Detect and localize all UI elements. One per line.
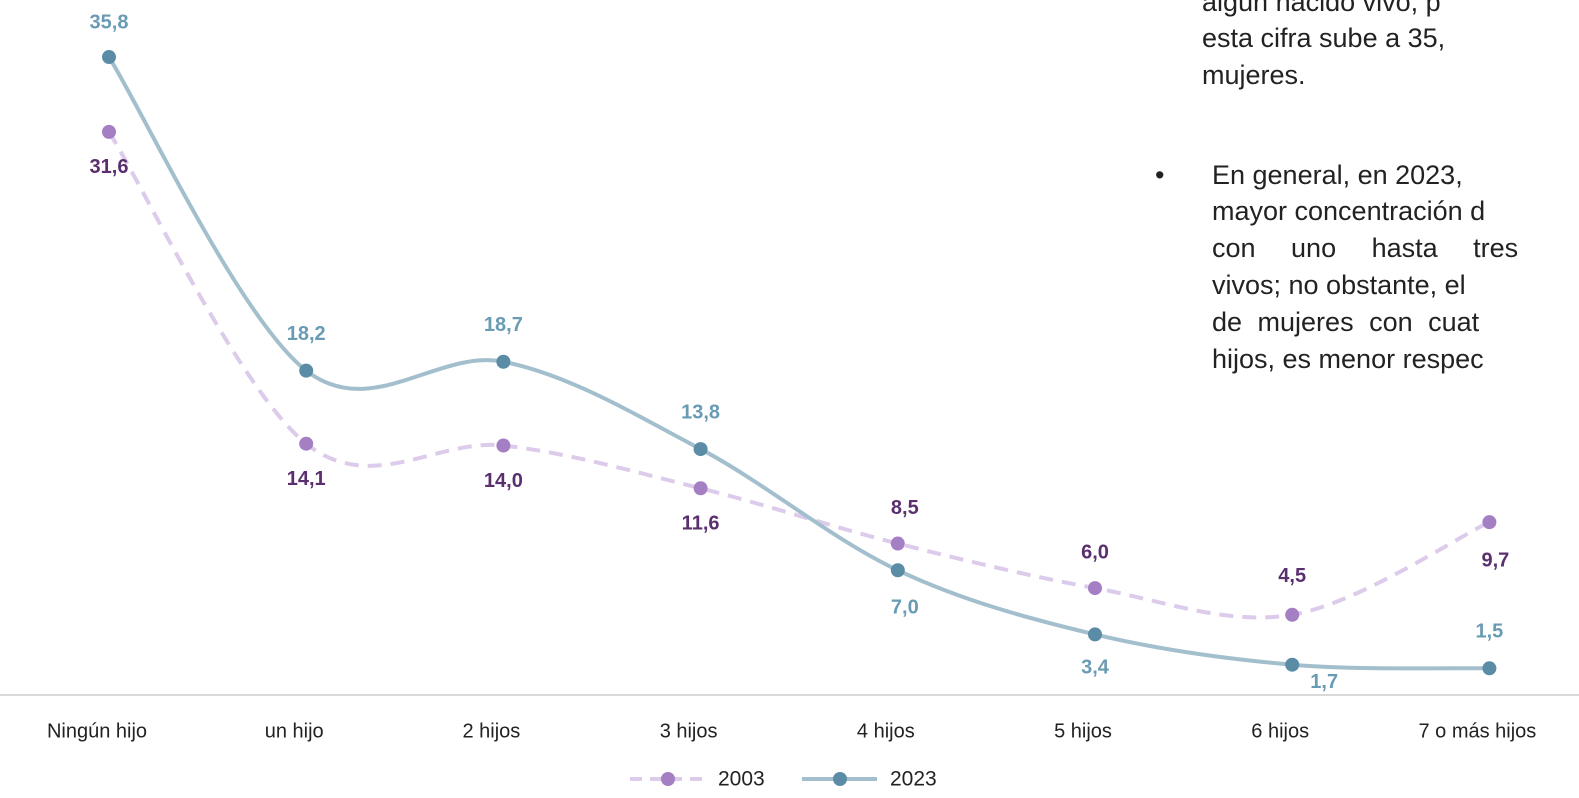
series-line <box>107 130 1491 620</box>
data-point <box>299 363 314 378</box>
data-label: 18,7 <box>484 314 523 336</box>
data-label: 7,0 <box>891 597 919 619</box>
data-point <box>890 563 905 578</box>
data-point <box>496 354 511 369</box>
side-text: algún nacido vivo, p esta cifra sube a 3… <box>1150 0 1579 420</box>
x-tick-label: Ningún hijo <box>47 720 147 742</box>
data-label: 13,8 <box>681 401 720 423</box>
x-tick-label: 5 hijos <box>1054 720 1112 742</box>
x-tick-label: 7 o más hijos <box>1418 720 1536 742</box>
data-label: 14,1 <box>287 468 326 490</box>
data-label: 11,6 <box>682 513 720 535</box>
data-point <box>102 124 116 139</box>
legend-label: 2003 <box>718 768 765 791</box>
data-point <box>1482 515 1497 530</box>
x-tick-label: 4 hijos <box>857 720 915 742</box>
data-label: 8,5 <box>891 497 919 519</box>
text-line: En general, en 2023, <box>1212 160 1463 190</box>
x-tick-label: 6 hijos <box>1251 720 1309 742</box>
data-point <box>1482 661 1497 676</box>
text-line: mujeres. <box>1202 60 1306 90</box>
data-label: 1,7 <box>1310 671 1338 693</box>
data-point <box>693 442 708 457</box>
text-line: esta cifra sube a 35, <box>1202 23 1446 53</box>
data-label: 9,7 <box>1481 549 1509 571</box>
data-point <box>1088 581 1102 596</box>
data-point <box>1285 657 1300 672</box>
text-line: mayor concentración d <box>1212 196 1486 226</box>
data-point <box>496 438 511 453</box>
text-line: vivos; no obstante, el <box>1212 270 1466 300</box>
data-label: 6,0 <box>1081 541 1109 563</box>
data-label: 35,8 <box>90 11 129 33</box>
text-line: hijos, es menor respec <box>1212 344 1484 374</box>
legend-marker <box>661 772 675 786</box>
data-point <box>693 481 708 496</box>
x-tick-label: 2 hijos <box>462 720 520 742</box>
data-point <box>1285 607 1300 622</box>
data-label: 14,0 <box>484 470 523 492</box>
data-point <box>1088 627 1102 642</box>
bullet: • <box>1155 160 1165 190</box>
legend-marker <box>833 772 847 786</box>
data-point <box>299 436 314 451</box>
data-point <box>102 50 116 65</box>
data-label: 3,4 <box>1081 657 1110 679</box>
data-label: 4,5 <box>1278 565 1306 587</box>
x-tick-label: un hijo <box>265 720 324 742</box>
text-line: de mujeres con cuat <box>1212 307 1480 337</box>
data-label: 1,5 <box>1475 621 1503 643</box>
data-point <box>890 536 905 551</box>
text-line: algún nacido vivo, p <box>1202 0 1441 17</box>
data-label: 31,6 <box>90 156 129 178</box>
text-line: con uno hasta tres <box>1212 233 1519 263</box>
data-label: 18,2 <box>287 323 326 345</box>
legend-label: 2023 <box>890 768 937 791</box>
x-tick-label: 3 hijos <box>660 720 718 742</box>
